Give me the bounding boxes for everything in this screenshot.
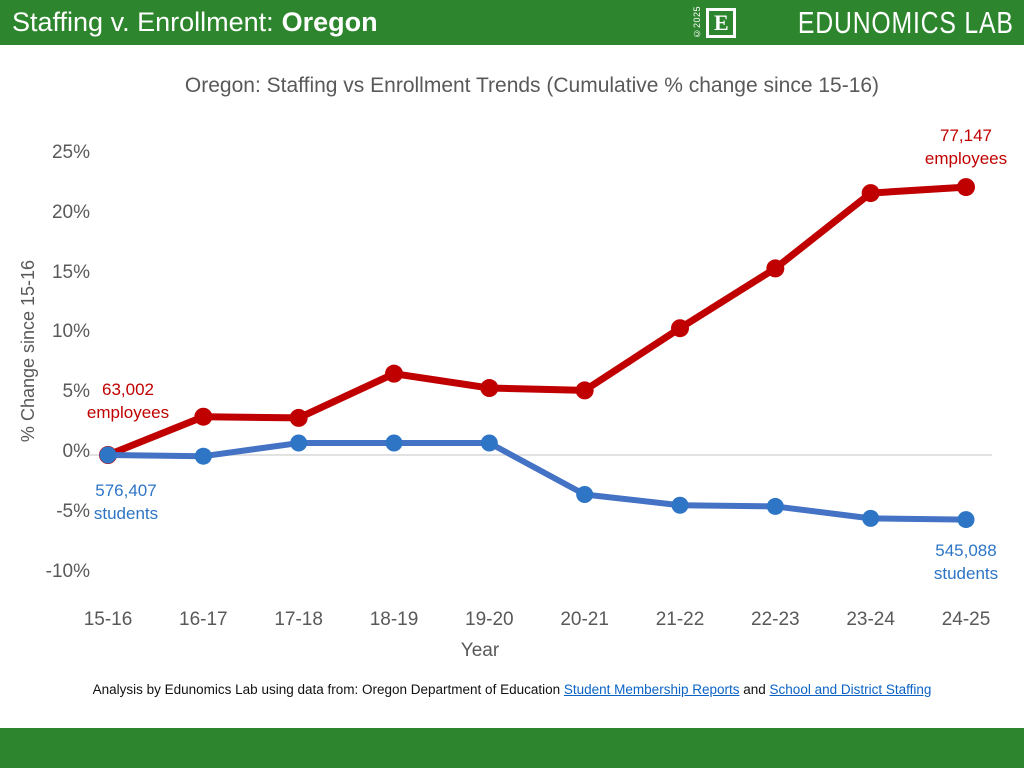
annotation-employees-start-value: 63,002 (102, 380, 154, 399)
annotation-students-start-label: students (93, 504, 159, 523)
y-tick-label: -5% (56, 500, 90, 522)
y-tick-label: 0% (62, 441, 90, 462)
page-title: Staffing v. Enrollment: Oregon (0, 7, 378, 38)
students-point-18-19 (385, 434, 403, 452)
edunomics-logo: ©2025 E EDUNOMICS LAB (692, 0, 1024, 45)
employees-point-24-25 (957, 178, 975, 197)
employees-point-22-23 (766, 259, 785, 278)
x-axis-title: Year (460, 640, 500, 661)
y-tick-label: 25% (51, 142, 90, 163)
x-tick-label: 23-24 (846, 609, 895, 630)
students-point-16-17 (194, 447, 212, 465)
header-bar: Staffing v. Enrollment: Oregon ©2025 E ED… (0, 0, 1024, 45)
annotation-students-end: 545,088 students (898, 539, 1024, 585)
employees-point-21-22 (671, 319, 689, 338)
students-point-24-25 (957, 511, 975, 529)
employees-point-23-24 (861, 184, 880, 203)
employees-point-16-17 (194, 407, 213, 426)
employees-point-17-18 (289, 408, 308, 427)
y-tick-label: -10% (45, 560, 90, 582)
chart-title: Oregon: Staffing vs Enrollment Trends (C… (184, 74, 880, 97)
employees-point-20-21 (575, 381, 594, 400)
x-tick-label: 24-25 (941, 609, 991, 630)
y-axis-title: % Change since 15-16 (18, 259, 38, 443)
edunomics-wordmark: EDUNOMICS LAB (798, 4, 1014, 40)
student-membership-reports-link[interactable]: Student Membership Reports (563, 682, 740, 697)
x-tick-label: 18-19 (369, 609, 419, 630)
page-title-prefix: Staffing v. Enrollment: (12, 7, 274, 37)
students-point-22-23 (766, 497, 784, 515)
students-point-15-16 (99, 446, 117, 464)
annotation-students-end-value: 545,088 (935, 541, 997, 560)
edunomics-logo-mark-icon: E (706, 7, 737, 38)
y-tick-label: 10% (51, 321, 90, 343)
school-district-staffing-link[interactable]: School and District Staffing (769, 682, 932, 697)
y-tick-label: 20% (51, 201, 90, 223)
y-tick-label: 15% (51, 261, 90, 283)
students-line (107, 440, 967, 523)
annotation-employees-end: 77,147 employees (898, 124, 1024, 170)
x-tick-label: 15-16 (83, 609, 133, 630)
x-tick-label: 16-17 (179, 609, 228, 630)
students-point-19-20 (480, 434, 498, 452)
page-title-state: Oregon (281, 7, 378, 37)
employees-line (106, 183, 967, 459)
students-point-17-18 (290, 434, 308, 452)
x-tick-label: 21-22 (655, 609, 705, 630)
x-tick-label: 19-20 (465, 609, 514, 630)
x-tick-label: 17-18 (274, 609, 323, 630)
footer-bar (0, 728, 1024, 768)
students-point-23-24 (862, 509, 880, 527)
annotation-students-start: 576,407 students (58, 479, 194, 525)
annotation-students-start-value: 576,407 (95, 481, 157, 500)
y-tick-label: 5% (62, 381, 90, 403)
annotation-students-end-label: students (933, 564, 999, 583)
students-point-20-21 (576, 485, 594, 503)
source-note-and: and (743, 682, 766, 697)
employees-point-18-19 (385, 364, 403, 383)
annotation-employees-end-value: 77,147 (940, 126, 992, 145)
x-tick-label: 20-21 (560, 609, 609, 630)
x-tick-label: 22-23 (751, 609, 800, 630)
employees-point-19-20 (480, 379, 499, 398)
annotation-employees-start-label: employees (86, 403, 170, 422)
students-point-21-22 (671, 496, 689, 514)
annotation-employees-start: 63,002 employees (60, 378, 196, 424)
source-note-text: Analysis by Edunomics Lab using data fro… (92, 682, 561, 697)
source-note: Analysis by Edunomics Lab using data fro… (0, 682, 1024, 697)
annotation-employees-end-label: employees (924, 149, 1008, 168)
